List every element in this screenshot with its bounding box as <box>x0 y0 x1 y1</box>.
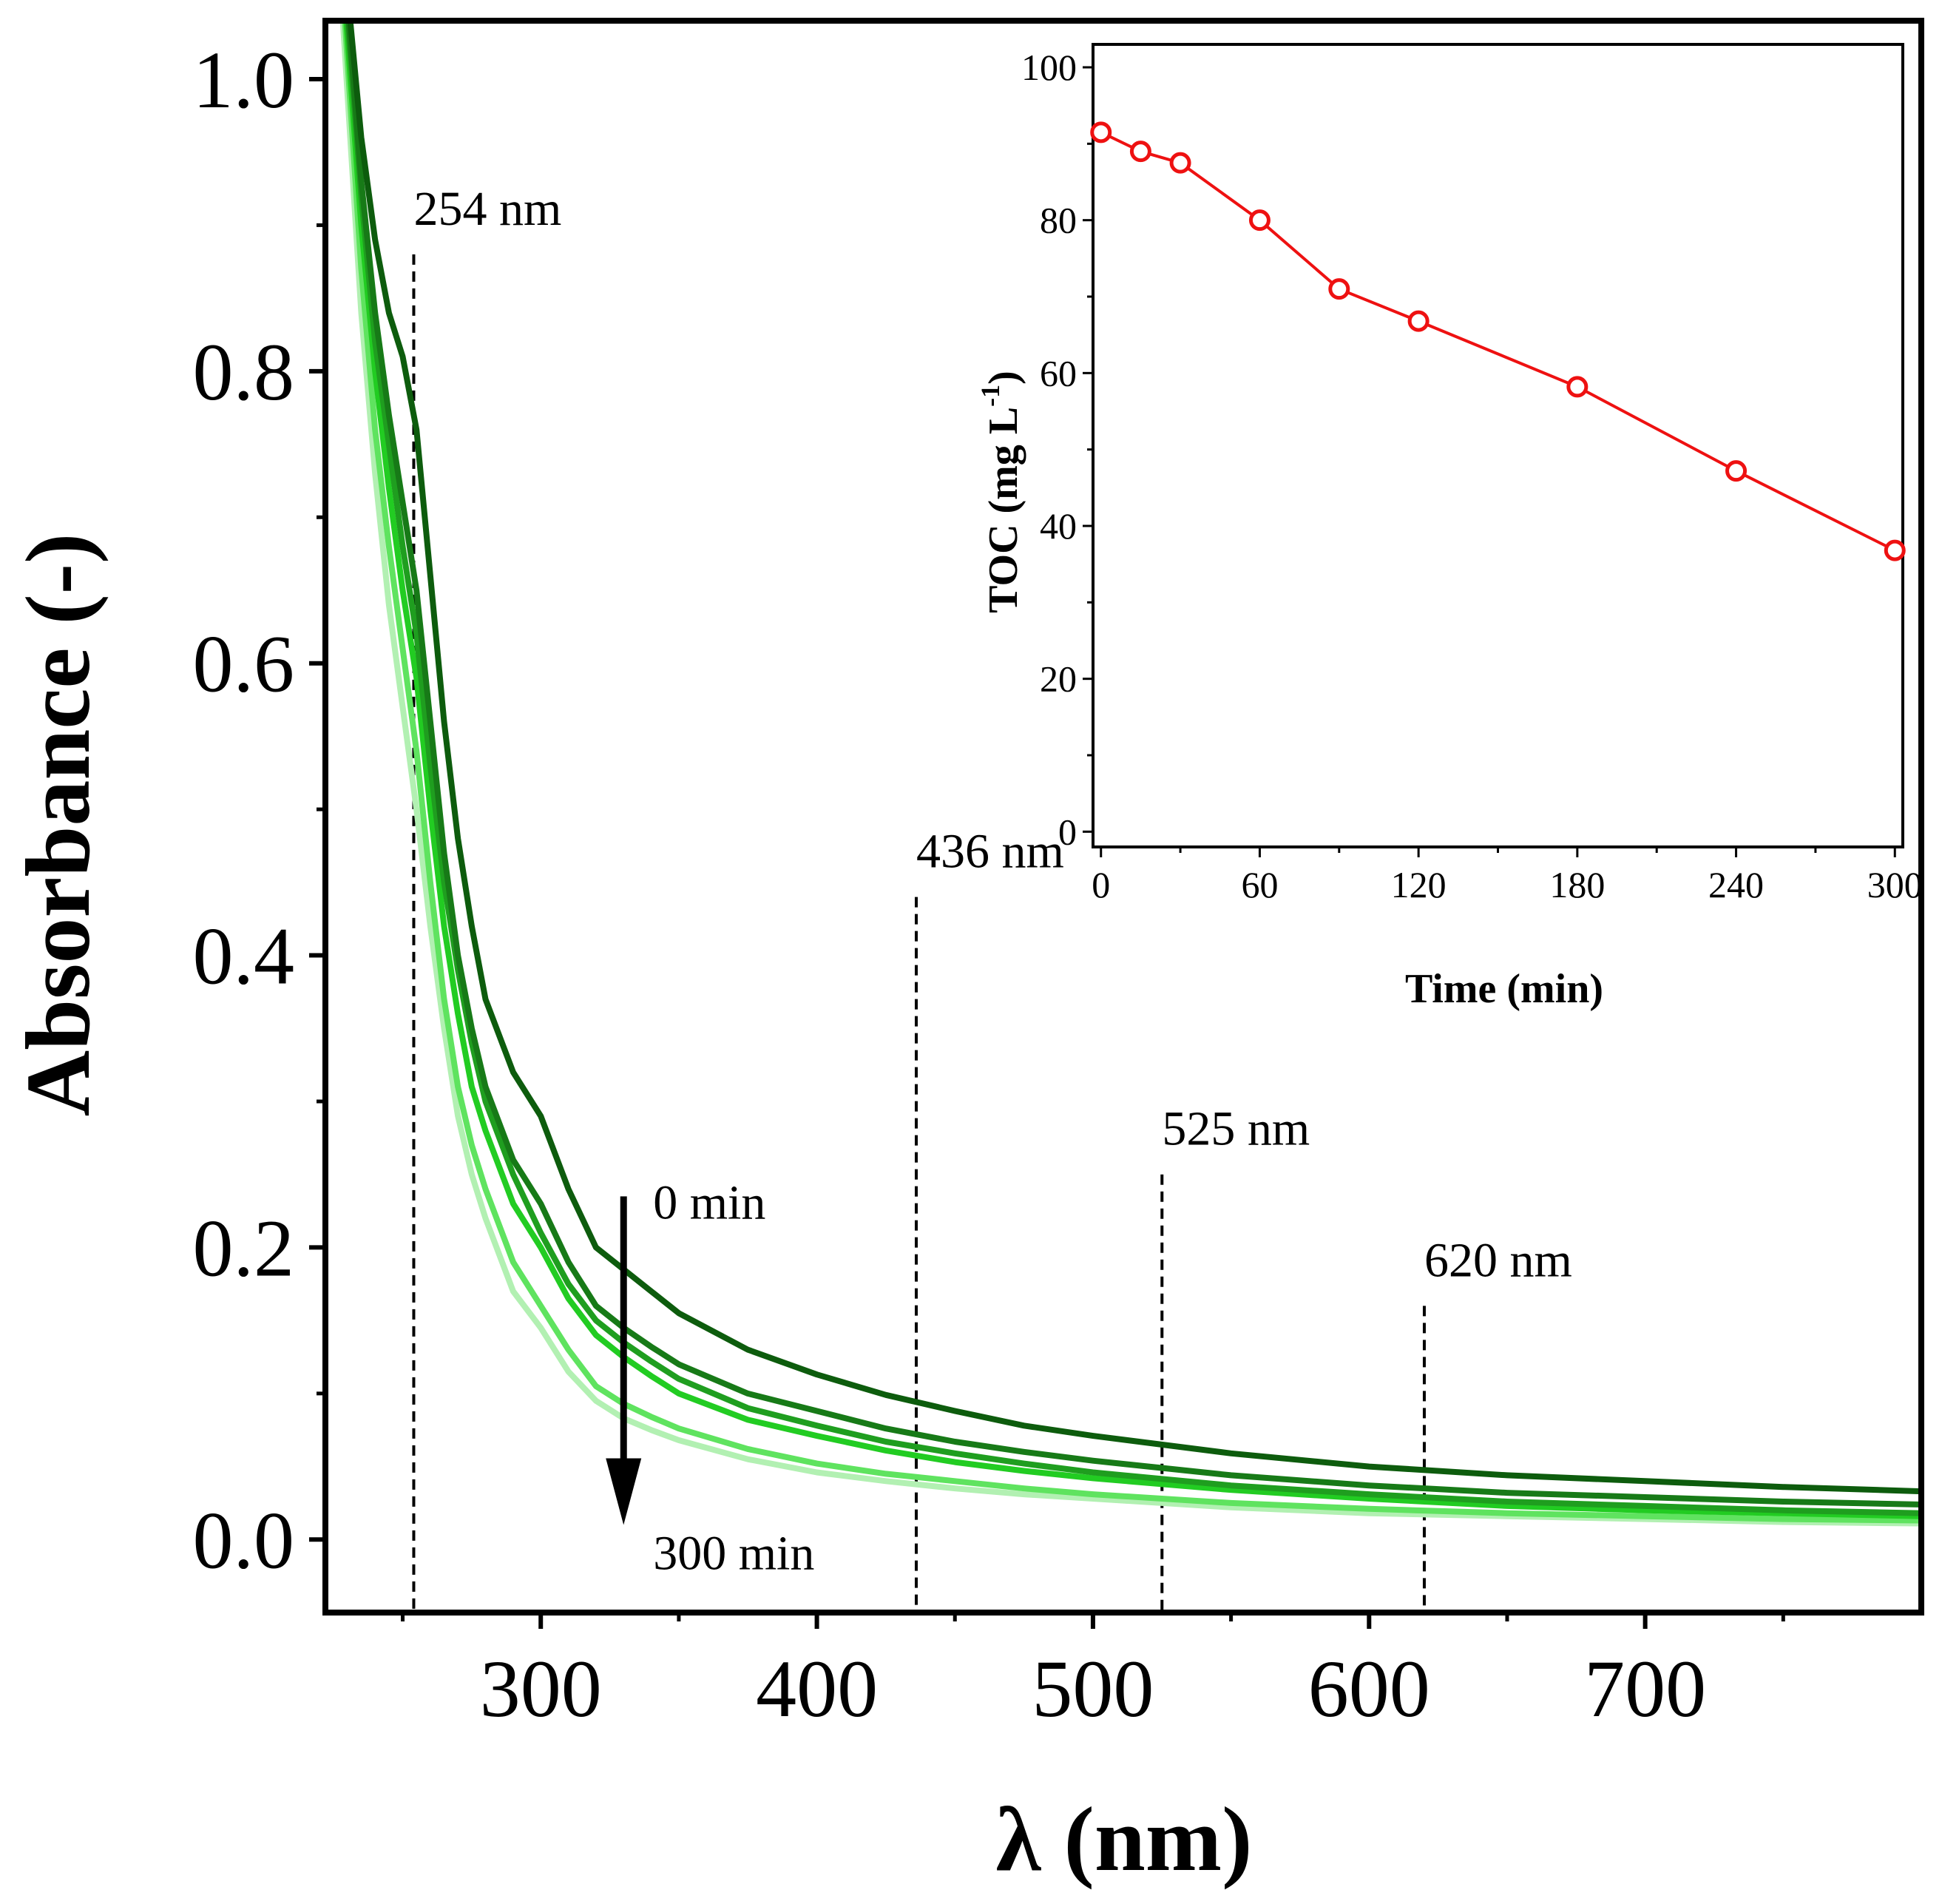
main-y-tick-label: 0.8 <box>193 327 295 417</box>
main-x-tick-label: 400 <box>756 1644 878 1734</box>
inset-y-axis-title: TOC (mg L-1) <box>975 371 1026 613</box>
inset-y-tick-label: 60 <box>1040 352 1077 394</box>
inset-x-ticks <box>1100 847 1896 857</box>
toc-point <box>1884 539 1906 561</box>
toc-point <box>1566 376 1589 398</box>
inset-plot-frame <box>1092 43 1904 848</box>
main-x-axis-title: λ (nm) <box>996 1789 1253 1890</box>
inset-y-axis-title-superscript: -1 <box>975 385 1005 407</box>
inset-y-tick-label: 100 <box>1021 47 1077 88</box>
main-x-tick-label: 500 <box>1032 1644 1154 1734</box>
reference-line-label: 436 nm <box>916 825 1064 879</box>
inset-y-tick-label: 0 <box>1058 811 1077 852</box>
inset-y-axis-title-close: ) <box>981 371 1026 385</box>
absorbance-line <box>339 24 1918 1527</box>
main-x-tick-label: 700 <box>1584 1644 1706 1734</box>
inset-x-tick-labels: 0 60 120 180 240 300 <box>1092 864 1923 905</box>
inset-x-tick-label: 60 <box>1241 864 1278 905</box>
toc-point <box>1407 310 1430 332</box>
main-y-tick-label: 0.4 <box>193 911 295 1002</box>
toc-point <box>1725 460 1748 482</box>
main-x-tick-labels: 300 400 500 600 700 <box>480 1644 1706 1734</box>
toc-point <box>1328 278 1350 300</box>
inset-y-tick-label: 40 <box>1040 505 1077 547</box>
main-y-tick-labels: 0.0 0.2 0.4 0.6 0.8 1.0 <box>193 35 295 1585</box>
absorbance-line <box>343 24 1918 1519</box>
reference-lines: 254 nm 436 nm 525 nm 620 nm <box>412 182 1572 1613</box>
time-arrow-head <box>606 1458 642 1525</box>
inset-y-axis-title-main: TOC (mg L <box>981 407 1026 613</box>
inset-x-axis-title: Time (min) <box>1405 966 1603 1012</box>
inset-y-tick-label: 80 <box>1040 200 1077 241</box>
absorbance-line <box>345 24 1918 1516</box>
main-x-tick-label: 300 <box>480 1644 602 1734</box>
main-y-tick-label: 0.0 <box>193 1495 295 1585</box>
inset-y-tick-label: 20 <box>1040 658 1077 700</box>
absorbance-line <box>342 24 1918 1524</box>
main-y-tick-label: 0.6 <box>193 619 295 709</box>
reference-line-label: 525 nm <box>1162 1102 1310 1156</box>
absorbance-line <box>347 24 1918 1494</box>
reference-line-label: 620 nm <box>1424 1233 1572 1287</box>
main-y-tick-label: 0.2 <box>193 1203 295 1293</box>
time-arrow: 0 min 300 min <box>606 1175 814 1581</box>
inset-x-tick-label: 120 <box>1391 864 1447 905</box>
reference-line-label: 254 nm <box>414 182 562 236</box>
inset-x-tick-label: 240 <box>1708 864 1764 905</box>
inset-x-tick-label: 0 <box>1092 864 1110 905</box>
arrow-start-label: 0 min <box>653 1175 765 1229</box>
arrow-end-label: 300 min <box>653 1527 814 1581</box>
absorbance-line <box>345 24 1918 1508</box>
inset-x-tick-label: 300 <box>1867 864 1923 905</box>
main-y-axis-title: Absorbance (-) <box>7 533 109 1117</box>
absorbance-series <box>339 24 1918 1527</box>
main-y-tick-label: 1.0 <box>193 35 295 125</box>
main-y-ticks <box>309 76 325 1542</box>
toc-point <box>1248 209 1271 232</box>
toc-point <box>1129 141 1151 163</box>
main-plot: 300 400 500 600 700 0.00.20.40.60.81.0 254 n… <box>7 18 1924 1890</box>
toc-series <box>1090 121 1906 561</box>
inset-y-ticks <box>1083 66 1093 833</box>
main-x-ticks <box>401 1613 1785 1629</box>
toc-point <box>1090 121 1112 144</box>
main-plot-frame <box>322 18 1924 1616</box>
inset-y-tick-labels: 0 20 40 60 80 100 <box>1021 47 1077 852</box>
toc-point <box>1169 152 1191 174</box>
main-x-tick-label: 600 <box>1308 1644 1430 1734</box>
inset-x-tick-label: 180 <box>1549 864 1605 905</box>
